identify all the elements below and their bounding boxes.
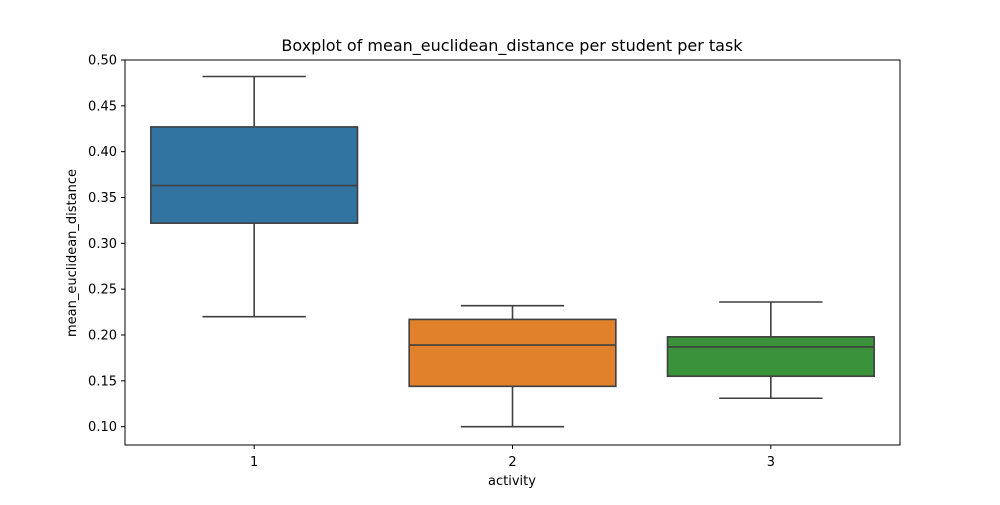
box-activity-2 (408, 318, 617, 388)
y-tick-label: 0.40 (88, 145, 117, 160)
chart-title: Boxplot of mean_euclidean_distance per s… (281, 36, 743, 56)
y-tick-label: 0.45 (88, 99, 117, 114)
y-tick-label: 0.25 (88, 283, 117, 298)
box-activity-1 (150, 126, 359, 224)
y-tick-label: 0.50 (88, 54, 117, 69)
x-tick-label: 2 (508, 455, 516, 470)
box-activity-3 (666, 336, 875, 378)
plot-area: 0.10 0.15 0.20 0.25 0.30 0.35 0.40 0.45 0.50 1 2 3 (88, 54, 875, 470)
y-tick-label: 0.30 (88, 237, 117, 252)
x-tick-label: 1 (250, 455, 258, 470)
x-tick-label: 3 (767, 455, 775, 470)
x-axis-label: activity (488, 474, 536, 489)
y-tick-label: 0.35 (88, 191, 117, 206)
y-tick-label: 0.20 (88, 329, 117, 344)
y-tick-label: 0.10 (88, 420, 117, 435)
plot-frame (124, 59, 901, 446)
y-tick-label: 0.15 (88, 374, 117, 389)
y-axis-label: mean_euclidean_distance (65, 169, 80, 337)
